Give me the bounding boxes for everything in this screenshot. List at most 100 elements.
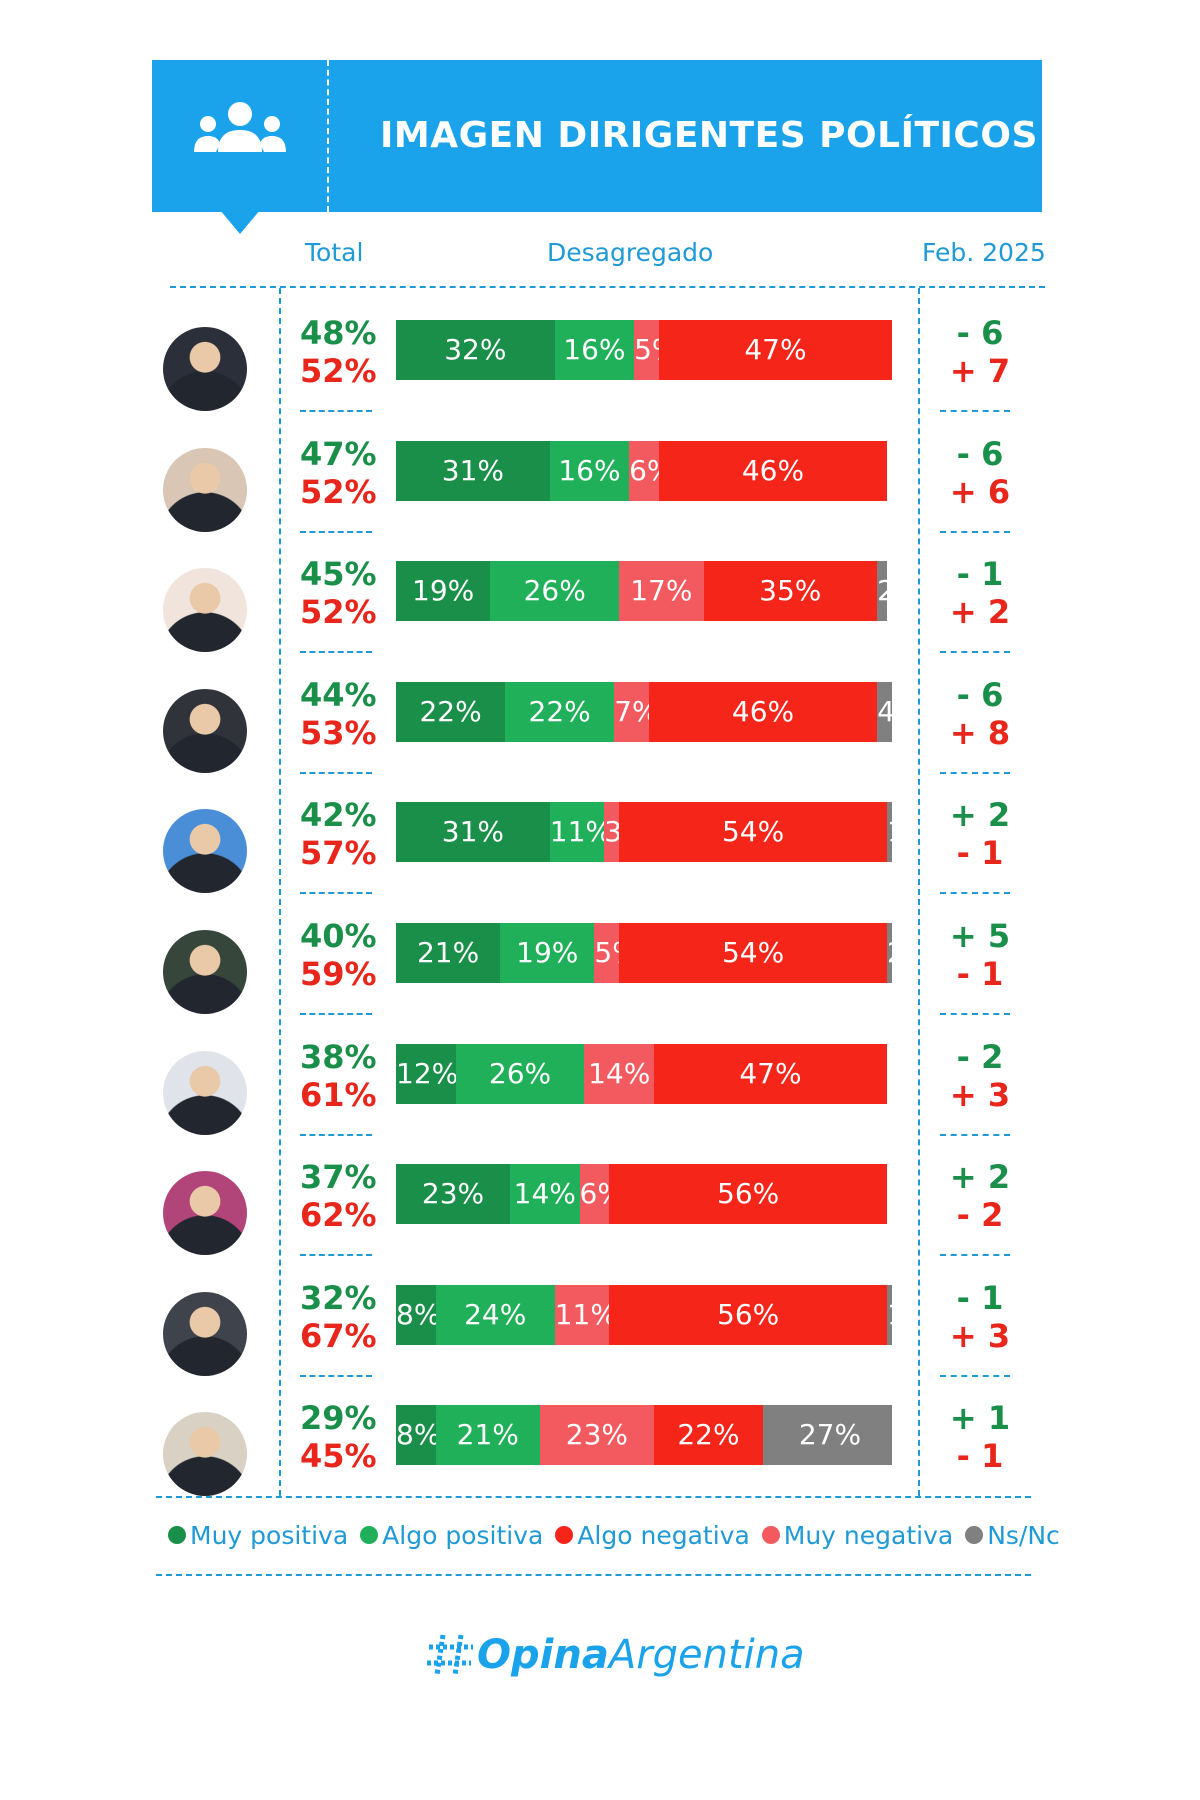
total-negative: 45%: [300, 1437, 377, 1475]
bar-segment: 56%: [609, 1164, 887, 1224]
total-positive: 29%: [300, 1399, 377, 1437]
bar-segment: 22%: [396, 682, 506, 742]
total-negative: 52%: [300, 593, 377, 631]
change-value: + 6: [949, 473, 1011, 511]
right-column-divider: [918, 288, 920, 1496]
change-value: - 1: [956, 1437, 1004, 1475]
legend-label: Muy negativa: [783, 1520, 954, 1550]
header-divider: [327, 60, 329, 212]
row-divider: [940, 1254, 1010, 1256]
avatar: [163, 930, 247, 1014]
legend: Muy positiva Algo positiva Algo negativa…: [168, 1515, 1072, 1555]
bar-segment: 35%: [703, 561, 878, 621]
stacked-bar: 31%11%3%54%1%: [396, 802, 892, 862]
avatar: [163, 809, 247, 893]
row-divider: [300, 410, 372, 412]
change-value: - 6: [956, 676, 1004, 714]
total-negative: 59%: [300, 955, 377, 993]
stacked-bar: 31%16%6%46%0%: [396, 441, 887, 501]
legend-dot: [965, 1526, 984, 1544]
change-value: - 1: [956, 955, 1004, 993]
bar-segment: 22%: [505, 682, 615, 742]
legend-item: Muy negativa: [761, 1520, 954, 1550]
bar-segment: 27%: [763, 1405, 892, 1465]
chart-row: 32%67% 8%24%11%56%1% - 1+ 3: [0, 1265, 1200, 1385]
chart-row: 45%52% 19%26%17%35%2% - 1+ 2: [0, 541, 1200, 661]
change-value: - 6: [956, 435, 1004, 473]
change-value: + 2: [949, 1158, 1011, 1196]
change-value: - 2: [956, 1038, 1004, 1076]
bar-segment: 47%: [653, 1044, 887, 1104]
row-divider: [300, 651, 372, 653]
change-value: + 2: [949, 796, 1011, 834]
bar-segment: 19%: [500, 923, 595, 983]
avatar: [163, 448, 247, 532]
bar-segment: 46%: [648, 682, 878, 742]
bar-segment: 23%: [539, 1405, 654, 1465]
bar-segment: 19%: [396, 561, 491, 621]
chart-row: 48%52% 32%16%5%47%0% - 6+ 7: [0, 300, 1200, 420]
total-negative: 67%: [300, 1317, 377, 1355]
legend-dot: [555, 1526, 574, 1544]
bar-segment: 54%: [619, 802, 887, 862]
title-banner: IMAGEN DIRIGENTES POLÍTICOS: [152, 60, 1042, 212]
bar-segment: 14%: [510, 1164, 580, 1224]
top-divider: [170, 286, 1045, 288]
total-positive: 32%: [300, 1279, 377, 1317]
bar-segment: 5%: [634, 320, 659, 380]
change-value: + 8: [949, 714, 1011, 752]
chart-row: 47%52% 31%16%6%46%0% - 6+ 6: [0, 421, 1200, 541]
legend-dot: [761, 1526, 780, 1544]
bar-segment: 11%: [554, 1285, 610, 1345]
page-title: IMAGEN DIRIGENTES POLÍTICOS: [380, 115, 1038, 156]
bar-segment: 8%: [396, 1405, 436, 1465]
total-positive: 37%: [300, 1158, 377, 1196]
legend-bottom-divider: [156, 1574, 1031, 1576]
total-negative: 52%: [300, 352, 377, 390]
chart-row: 29%45% 8%21%23%22%27% + 1- 1: [0, 1385, 1200, 1505]
change-value: - 1: [956, 555, 1004, 593]
bar-segment: 12%: [396, 1044, 456, 1104]
bar-segment: 16%: [554, 320, 635, 380]
stacked-bar: 8%21%23%22%27%: [396, 1405, 892, 1465]
total-positive: 42%: [300, 796, 377, 834]
people-group-icon: [194, 102, 286, 152]
total-negative: 62%: [300, 1196, 377, 1234]
total-negative: 52%: [300, 473, 377, 511]
row-divider: [300, 1013, 372, 1015]
bar-segment: 2%: [877, 561, 887, 621]
column-desagregado: Desagregado: [547, 238, 714, 267]
stacked-bar: 21%19%5%54%2%: [396, 923, 892, 983]
bar-segment: 24%: [435, 1285, 555, 1345]
legend-label: Muy positiva: [190, 1520, 349, 1550]
row-divider: [300, 1254, 372, 1256]
total-positive: 48%: [300, 314, 377, 352]
bar-segment: 56%: [609, 1285, 887, 1345]
change-value: + 3: [949, 1076, 1011, 1114]
legend-label: Algo positiva: [382, 1520, 544, 1550]
row-divider: [940, 1375, 1010, 1377]
legend-dot: [360, 1526, 379, 1544]
row-divider: [940, 892, 1010, 894]
bar-segment: 11%: [549, 802, 605, 862]
total-positive: 38%: [300, 1038, 377, 1076]
total-positive: 44%: [300, 676, 377, 714]
bar-segment: 17%: [619, 561, 704, 621]
avatar: [163, 689, 247, 773]
avatar: [163, 327, 247, 411]
bar-segment: 26%: [490, 561, 620, 621]
bar-segment: 47%: [658, 320, 892, 380]
bar-segment: 14%: [584, 1044, 654, 1104]
legend-item: Ns/Nc: [965, 1521, 1060, 1550]
chart-row: 38%61% 12%26%14%47%0% - 2+ 3: [0, 1024, 1200, 1144]
bar-segment: 26%: [455, 1044, 585, 1104]
change-value: + 7: [949, 352, 1011, 390]
bar-segment: 6%: [629, 441, 659, 501]
header-pointer: [220, 210, 260, 234]
logo-text: OpinaArgentina: [477, 1632, 805, 1678]
stacked-bar: 32%16%5%47%0%: [396, 320, 892, 380]
chart-row: 37%62% 23%14%6%56%0% + 2- 2: [0, 1144, 1200, 1264]
change-value: + 2: [949, 593, 1011, 631]
legend-item: Algo negativa: [555, 1521, 750, 1550]
stacked-bar: 19%26%17%35%2%: [396, 561, 887, 621]
